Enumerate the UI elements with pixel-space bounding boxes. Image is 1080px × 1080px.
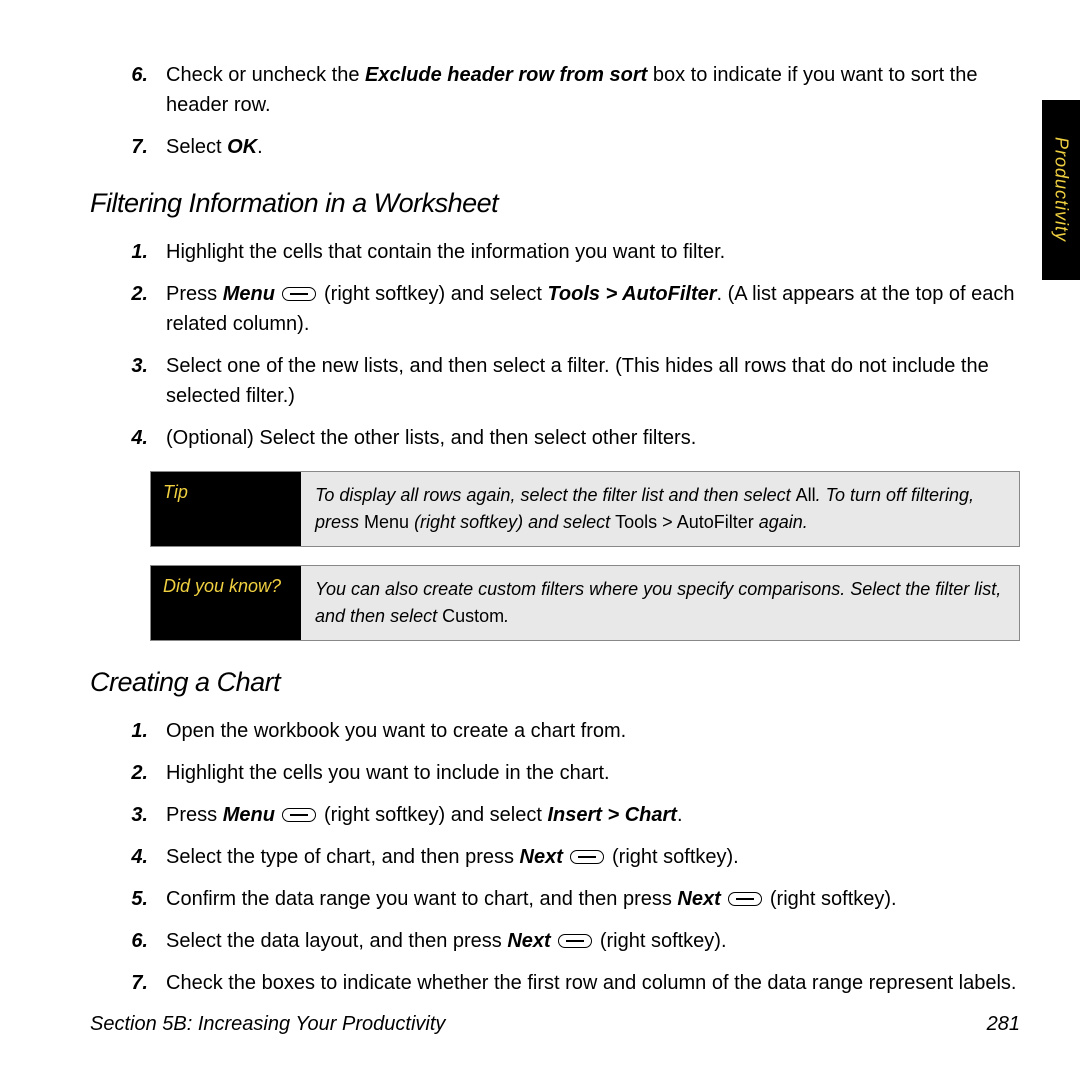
item-number: 1. [120, 716, 150, 746]
section-title-chart: Creating a Chart [90, 667, 1020, 698]
item-text: Select one of the new lists, and then se… [150, 351, 1020, 411]
list-item: 1.Highlight the cells that contain the i… [120, 237, 1020, 267]
footer-section: Section 5B: Increasing Your Productivity [90, 1013, 445, 1036]
item-text: Select OK. [150, 132, 1020, 162]
item-number: 4. [120, 842, 150, 872]
list-item: 2.Highlight the cells you want to includ… [120, 758, 1020, 788]
section-title-filtering: Filtering Information in a Worksheet [90, 188, 1020, 219]
list-item: 7.Select OK. [120, 132, 1020, 162]
list-item: 2.Press Menu (right softkey) and select … [120, 279, 1020, 339]
list-item: 1.Open the workbook you want to create a… [120, 716, 1020, 746]
item-text: Open the workbook you want to create a c… [150, 716, 1020, 746]
filtering-list: 1.Highlight the cells that contain the i… [90, 237, 1020, 453]
page-body: 6.Check or uncheck the Exclude header ro… [0, 0, 1080, 1080]
item-number: 3. [120, 800, 150, 830]
top-continued-list: 6.Check or uncheck the Exclude header ro… [90, 60, 1020, 162]
list-item: 5.Confirm the data range you want to cha… [120, 884, 1020, 914]
item-text: Select the type of chart, and then press… [150, 842, 1020, 872]
item-text: Confirm the data range you want to chart… [150, 884, 1020, 914]
item-text: Check the boxes to indicate whether the … [150, 968, 1020, 998]
tip-callout: Tip To display all rows again, select th… [150, 471, 1020, 547]
tip-label: Tip [151, 472, 301, 546]
item-text: Check or uncheck the Exclude header row … [150, 60, 1020, 120]
item-number: 2. [120, 279, 150, 339]
didyouknow-callout: Did you know? You can also create custom… [150, 565, 1020, 641]
page-footer: Section 5B: Increasing Your Productivity… [90, 1013, 1020, 1036]
item-number: 7. [120, 132, 150, 162]
item-number: 2. [120, 758, 150, 788]
item-number: 6. [120, 926, 150, 956]
list-item: 3.Select one of the new lists, and then … [120, 351, 1020, 411]
item-number: 3. [120, 351, 150, 411]
didyouknow-body: You can also create custom filters where… [301, 566, 1019, 640]
softkey-icon [558, 934, 592, 948]
softkey-icon [728, 892, 762, 906]
footer-page-number: 281 [987, 1013, 1020, 1036]
tip-body: To display all rows again, select the fi… [301, 472, 1019, 546]
item-text: Press Menu (right softkey) and select To… [150, 279, 1020, 339]
list-item: 6.Check or uncheck the Exclude header ro… [120, 60, 1020, 120]
softkey-icon [570, 850, 604, 864]
list-item: 4.Select the type of chart, and then pre… [120, 842, 1020, 872]
list-item: 3.Press Menu (right softkey) and select … [120, 800, 1020, 830]
item-text: (Optional) Select the other lists, and t… [150, 423, 1020, 453]
item-number: 6. [120, 60, 150, 120]
item-text: Press Menu (right softkey) and select In… [150, 800, 1020, 830]
item-text: Select the data layout, and then press N… [150, 926, 1020, 956]
item-text: Highlight the cells that contain the inf… [150, 237, 1020, 267]
list-item: 4.(Optional) Select the other lists, and… [120, 423, 1020, 453]
softkey-icon [282, 808, 316, 822]
item-number: 5. [120, 884, 150, 914]
softkey-icon [282, 287, 316, 301]
item-number: 4. [120, 423, 150, 453]
item-number: 7. [120, 968, 150, 998]
list-item: 7.Check the boxes to indicate whether th… [120, 968, 1020, 998]
item-text: Highlight the cells you want to include … [150, 758, 1020, 788]
item-number: 1. [120, 237, 150, 267]
chart-list: 1.Open the workbook you want to create a… [90, 716, 1020, 998]
list-item: 6.Select the data layout, and then press… [120, 926, 1020, 956]
didyouknow-label: Did you know? [151, 566, 301, 640]
